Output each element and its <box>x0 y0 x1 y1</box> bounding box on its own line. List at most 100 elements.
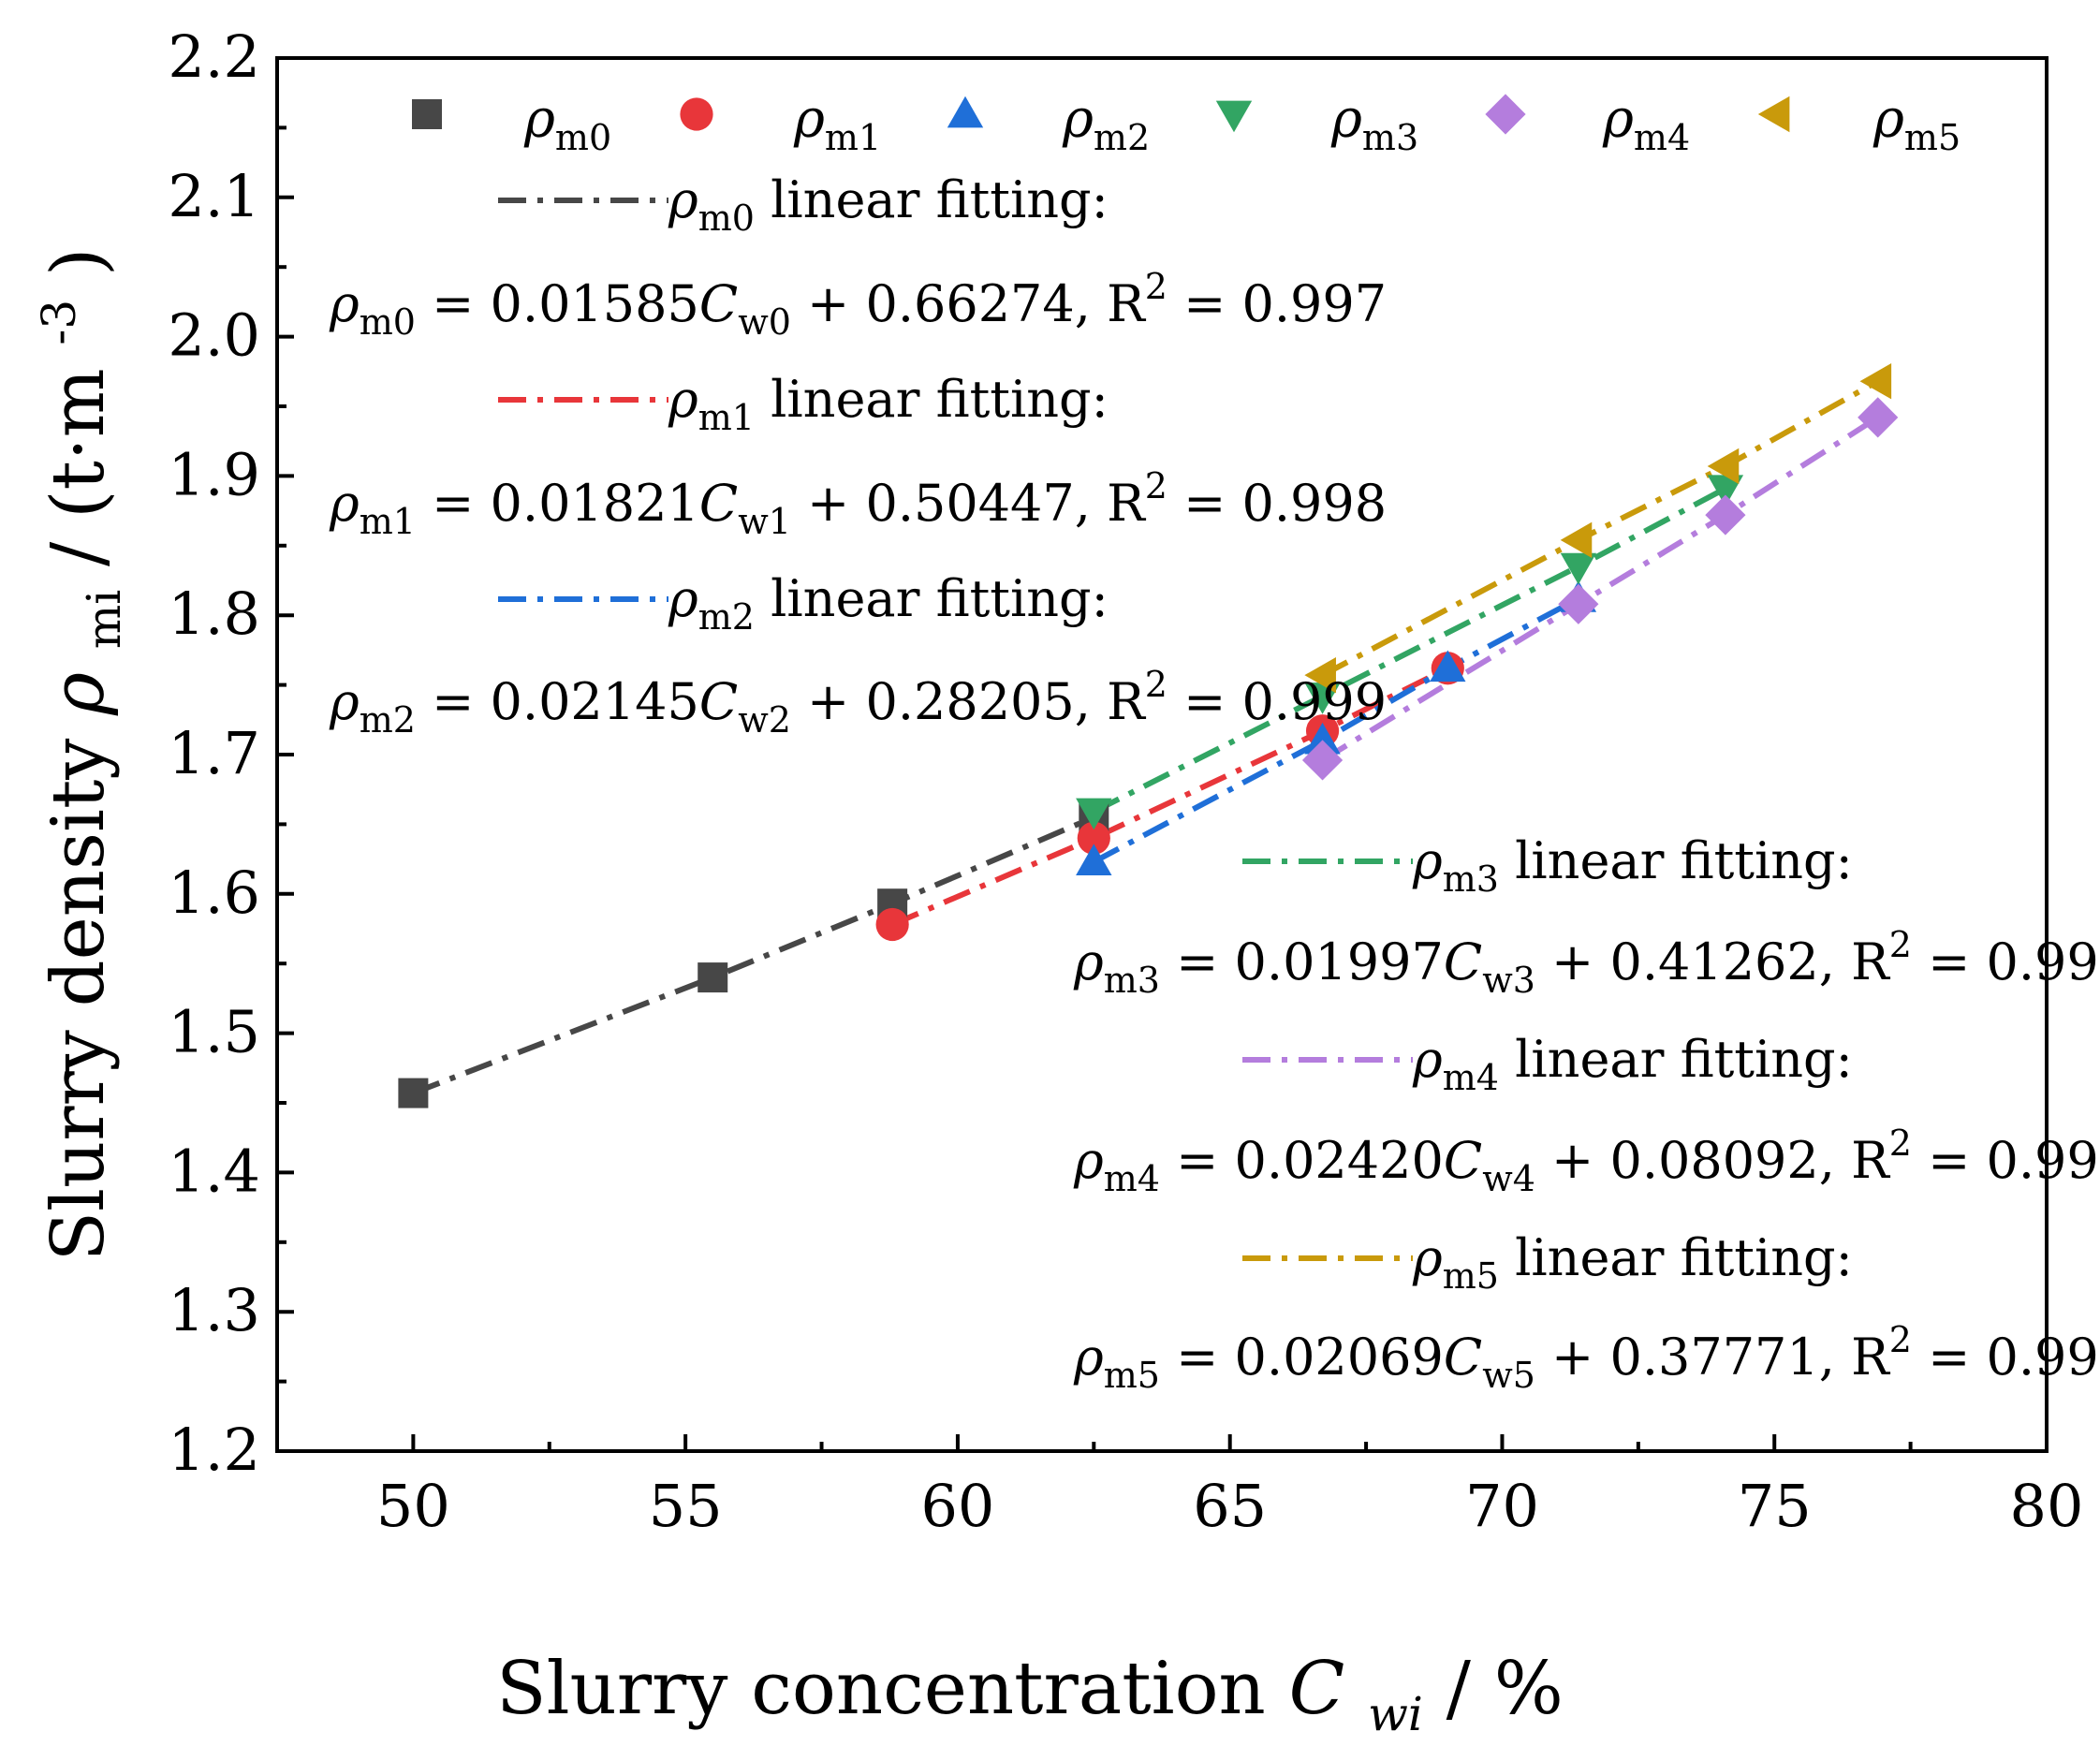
axes: 50 55 60 65 70 75 80 1.2 1.3 1.4 1.5 1.6 1.7 1.8 1.9 2.… <box>168 22 2083 1540</box>
fit-title-text: linear fitting: <box>1499 1228 1853 1287</box>
y-tick-label: 1.5 <box>168 998 260 1066</box>
fit-eq-lhs-symbol: ρ <box>1073 1131 1104 1190</box>
legend-marker-2 <box>947 95 984 128</box>
fit-eq-var-sub: w1 <box>738 501 791 542</box>
x-axis-title-symbol: C <box>1289 1647 1345 1731</box>
fit-eq-var: C <box>1444 1328 1482 1387</box>
legend-label-symbol: ρ <box>1330 89 1362 150</box>
legend-label-sub: m0 <box>555 117 611 158</box>
y-tick-label: 2.2 <box>168 22 260 91</box>
data-point-s0-p1 <box>698 962 728 993</box>
x-axis-title: Slurry concentration C wi / % <box>496 1647 1564 1748</box>
fit-eq-var-sub: w3 <box>1482 960 1535 1001</box>
y-tick-label: 2.0 <box>168 301 260 370</box>
fit-eq-intercept: + 0.66274, R <box>791 274 1146 333</box>
fit-title-symbol: ρ <box>668 370 698 429</box>
data-point-s3-p3 <box>1707 475 1744 506</box>
fit-eq-lhs-sub: m3 <box>1104 960 1160 1001</box>
data-point-s0-p0 <box>398 1078 429 1108</box>
data-point-s1-p0 <box>875 907 909 942</box>
fit-eq-lhs-symbol: ρ <box>1073 932 1104 991</box>
legend-label-5: ρm5 <box>1872 89 1960 158</box>
legend-item-0: ρm0 <box>412 89 611 158</box>
fit-title-4: ρm4 linear fitting: <box>1412 1030 1853 1098</box>
x-axis-title-text: Slurry concentration <box>496 1647 1266 1731</box>
fit-eq-r2-sup: 2 <box>1145 266 1167 307</box>
fit-title-0: ρm0 linear fitting: <box>668 170 1109 239</box>
fit-line-4 <box>1320 415 1880 763</box>
fit-eq-var: C <box>699 672 738 731</box>
x-tick-label: 65 <box>1193 1472 1267 1540</box>
fit-eq-var-sub: w0 <box>738 301 791 343</box>
legend-marker-4 <box>1485 94 1526 135</box>
fit-eq-intercept: + 0.41262, R <box>1535 932 1890 991</box>
x-tick-label: 50 <box>376 1472 450 1540</box>
fit-eq-r2-sup: 2 <box>1889 1319 1912 1360</box>
legend-label-symbol: ρ <box>1062 89 1094 150</box>
data-point-s5-p1 <box>1560 521 1593 559</box>
fit-eq-lhs-symbol: ρ <box>329 474 360 533</box>
fit-eq-r2-value: = 0.997 <box>1167 274 1387 333</box>
fit-eq-r2-sup: 2 <box>1145 664 1167 705</box>
fit-eq-intercept: + 0.50447, R <box>791 474 1146 533</box>
fit-line-3 <box>1092 486 1727 814</box>
fit-title-5: ρm5 linear fitting: <box>1412 1228 1853 1297</box>
legend-label-symbol: ρ <box>523 89 555 150</box>
fit-eq-intercept: + 0.28205, R <box>791 672 1146 731</box>
x-tick-label: 60 <box>920 1472 994 1540</box>
fit-eq-var: C <box>699 274 738 333</box>
y-tick-label: 1.7 <box>168 719 260 787</box>
legend-item-1: ρm1 <box>680 89 881 158</box>
legend-label-1: ρm1 <box>793 89 881 158</box>
data-point-s2-p1 <box>1304 722 1341 755</box>
fit-eq-lhs-sub: m5 <box>1104 1355 1160 1396</box>
fit-eq-lhs-symbol: ρ <box>329 274 360 333</box>
fit-annotation-5: ρm5 linear fitting:ρm5 = 0.02069Cw5 + 0.… <box>1073 1228 2100 1396</box>
y-tick-label: 1.8 <box>168 580 260 648</box>
x-tick-label: 80 <box>2010 1472 2084 1540</box>
fit-title-sub: m4 <box>1443 1057 1499 1098</box>
fit-title-2: ρm2 linear fitting: <box>668 569 1109 638</box>
fit-title-3: ρm3 linear fitting: <box>1412 831 1853 900</box>
x-tick-label: 75 <box>1738 1472 1812 1540</box>
legend-label-3: ρm3 <box>1330 89 1418 158</box>
fit-eq-intercept: + 0.08092, R <box>1535 1131 1890 1190</box>
y-tick-label: 2.1 <box>168 162 260 230</box>
fit-equation-4: ρm4 = 0.02420Cw4 + 0.08092, R2 = 0.999 <box>1073 1123 2100 1199</box>
data-point-s5-p2 <box>1707 448 1740 485</box>
fit-equation-0: ρm0 = 0.01585Cw0 + 0.66274, R2 = 0.997 <box>329 266 1387 343</box>
data-point-s3-p0 <box>1076 798 1112 830</box>
fit-line-1 <box>890 666 1449 928</box>
plot-background <box>277 58 2047 1451</box>
fit-eq-intercept: + 0.37771, R <box>1535 1328 1890 1387</box>
fit-equation-5: ρm5 = 0.02069Cw5 + 0.37771, R2 = 0.999 <box>1073 1319 2100 1396</box>
data-point-s5-p0 <box>1304 656 1336 694</box>
fit-eq-lhs-sub: m1 <box>360 501 416 542</box>
fit-title-symbol: ρ <box>1412 1228 1443 1287</box>
fit-title-text: linear fitting: <box>1499 831 1853 890</box>
fit-eq-lhs-sub: m2 <box>360 699 416 741</box>
legend-label-sub: m3 <box>1362 117 1418 158</box>
fit-eq-var-sub: w2 <box>738 699 791 741</box>
fit-eq-r2-value: = 0.998 <box>1167 474 1387 533</box>
legend-label-0: ρm0 <box>523 89 611 158</box>
y-axis-title-text: Slurry density <box>37 739 121 1262</box>
fit-eq-r2-value: = 0.999 <box>1167 672 1387 731</box>
data-point-s4-p3 <box>1858 397 1899 438</box>
fit-title-symbol: ρ <box>1412 1030 1443 1089</box>
fit-title-symbol: ρ <box>668 569 698 628</box>
fit-annotations: ρm0 linear fitting: ρm0 = 0.01585Cw0 + 0.… <box>329 170 2100 1396</box>
legend-label-symbol: ρ <box>793 89 825 150</box>
legend-label-4: ρm4 <box>1602 89 1690 158</box>
legend-label-sub: m4 <box>1634 117 1690 158</box>
legend-item-5: ρm5 <box>1757 89 1960 158</box>
fit-eq-var: C <box>1444 932 1482 991</box>
fit-eq-r2-value: = 0.999 <box>1912 1328 2100 1387</box>
legend-marker-0 <box>412 99 442 129</box>
fit-eq-lhs-symbol: ρ <box>1073 1328 1104 1387</box>
legend-label-sub: m2 <box>1094 117 1150 158</box>
fit-title-text: linear fitting: <box>755 569 1109 628</box>
y-axis-title-sub: mi <box>77 590 131 649</box>
fit-equation-3: ρm3 = 0.01997Cw3 + 0.41262, R2 = 0.999 <box>1073 924 2100 1001</box>
